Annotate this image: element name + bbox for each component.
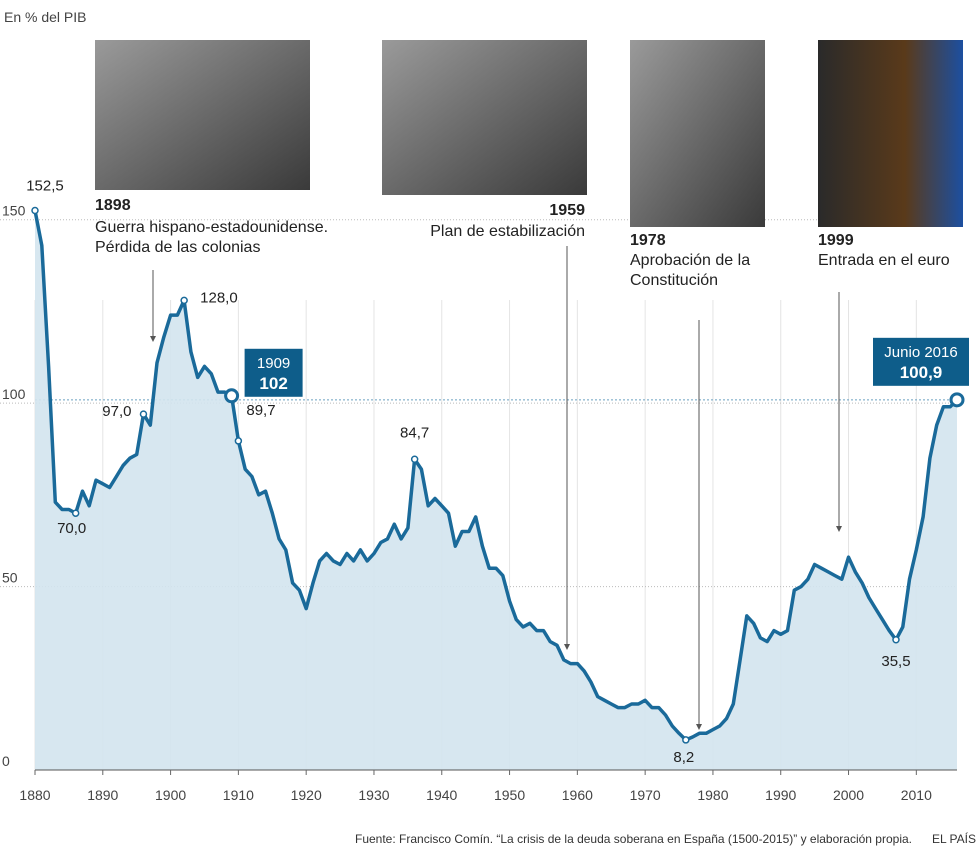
event-year: 1959 [549,202,585,219]
credit: EL PAÍS [932,831,976,846]
x-tick-label: 1980 [697,787,728,803]
photo [630,40,765,227]
point [234,437,243,445]
x-tick-label: 1970 [630,787,661,803]
value-label: 89,7 [246,402,275,419]
point [682,736,690,744]
value-label: 35,5 [881,653,910,670]
point [71,509,80,517]
callout-label: 1909 [257,355,290,372]
chart-subtitle: En % del PIB [4,9,87,25]
x-tick-label: 1920 [291,787,322,803]
point [410,455,419,464]
value-label: 128,0 [200,289,238,306]
x-tick-label: 1890 [87,787,118,803]
y-tick-label: 50 [2,570,18,586]
plot [33,210,959,771]
point [139,410,148,418]
event-text: Entrada en el euro [818,252,950,269]
x-tick-label: 1950 [494,787,525,803]
event-arrow-head [696,724,702,730]
photo [382,40,587,195]
event-text: Guerra hispano-estadounidense. [95,219,328,236]
x-tick-label: 1880 [19,787,50,803]
event-year: 1898 [95,197,131,214]
photo [818,40,963,227]
event-arrow-head [150,336,156,342]
photo [95,40,310,190]
x-tick-label: 2000 [833,787,864,803]
callout-label: Junio 2016 [884,344,957,361]
source: Fuente: Francisco Comín. “La crisis de l… [355,832,912,846]
callout-box [873,337,969,386]
value-label: 97,0 [102,403,131,420]
event-arrow-head [564,644,570,650]
x-tick-label: 1960 [562,787,593,803]
event-text: Pérdida de las colonias [95,239,260,256]
x-tick-label: 1930 [358,787,389,803]
y-tick-label: 0 [2,753,10,769]
x-tick-label: 1910 [223,787,254,803]
y-tick-label: 150 [2,203,26,219]
value-label: 84,7 [400,424,429,441]
event-year: 1999 [818,232,854,249]
event-text: Plan de estabilización [430,223,585,240]
event-text: Constitución [630,272,718,289]
x-tick-label: 2010 [901,787,932,803]
callout-box [244,348,303,397]
value-label: 8,2 [673,749,694,766]
highlight-point [224,388,240,404]
point [180,296,188,305]
y-tick-label: 100 [2,386,26,402]
x-tick-label: 1940 [426,787,457,803]
event-arrow-head [836,526,842,532]
event-text: Aprobación de la [630,252,750,269]
value-label: 70,0 [57,520,86,537]
callout-value: 102 [259,374,287,393]
x-tick-label: 1990 [765,787,796,803]
line [33,210,959,742]
callout-value: 100,9 [900,363,943,382]
event-year: 1978 [630,232,666,249]
area [35,210,957,770]
point [31,206,39,215]
highlight-point [949,392,965,408]
point [892,636,900,644]
value-label: 152,5 [26,178,64,195]
x-tick-label: 1900 [155,787,186,803]
